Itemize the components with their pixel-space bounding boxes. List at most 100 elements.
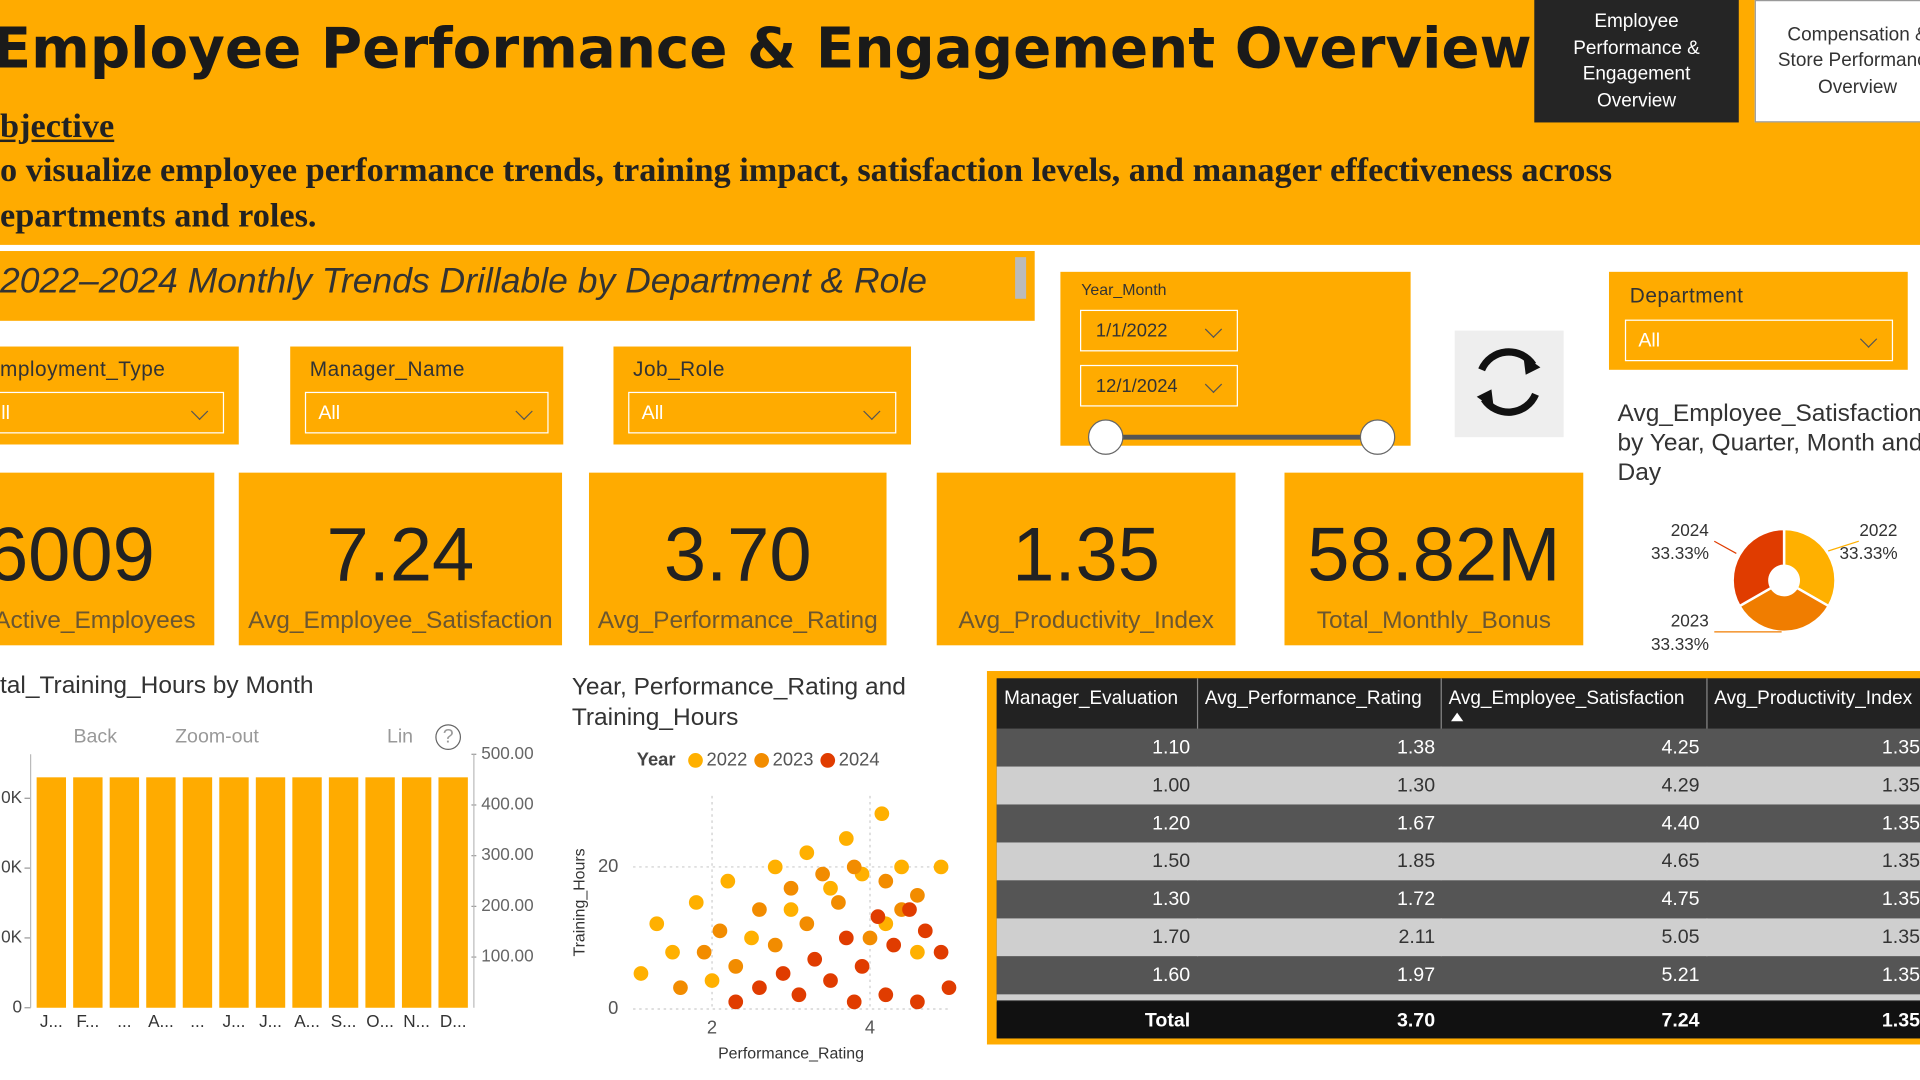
- date-input[interactable]: 12/1/2024: [1080, 364, 1238, 407]
- legend-swatch: [820, 753, 836, 768]
- scatter-point: [783, 902, 799, 917]
- total-cell: 3.70: [1397, 1009, 1435, 1031]
- bar: [401, 777, 432, 1008]
- help-icon: [435, 724, 462, 751]
- refresh-button[interactable]: [1454, 330, 1564, 438]
- x-tick-label: F...: [76, 1011, 99, 1031]
- table-cell: 5.21: [1661, 964, 1699, 986]
- x-tick-label: 4: [865, 1016, 875, 1037]
- donut-slice: [1731, 527, 1786, 608]
- y-tick-label: 0K: [1, 787, 23, 807]
- objective-line: epartments and roles.: [0, 197, 317, 236]
- kpi-card: 3.70 Avg_Performance_Rating: [588, 472, 887, 646]
- table-cell: 1.35: [1882, 774, 1920, 796]
- bar: [365, 777, 395, 1008]
- table-row: [996, 956, 1920, 995]
- scatter-point: [752, 980, 767, 996]
- chart-title: Avg_Employee_Satisfaction by Year, Quart…: [1617, 400, 1920, 487]
- table-cell: 1.35: [1882, 926, 1920, 948]
- filter-label: mployment_Type: [0, 357, 166, 381]
- kpi-card: 7.24 Avg_Employee_Satisfaction: [238, 472, 563, 646]
- column-header: Avg_Performance_Rating: [1205, 688, 1422, 709]
- table-cell: 1.30: [1397, 774, 1435, 796]
- donut-value-label: 33.33%: [1651, 543, 1709, 563]
- slider-handle[interactable]: [1359, 419, 1396, 455]
- kpi-value: 58.82M: [1307, 513, 1561, 598]
- y2-tick-label: 300.00: [481, 844, 533, 864]
- y-tick-label: 0K: [1, 926, 23, 946]
- nav-button[interactable]: Compensation & Store Performance Overvie…: [1754, 0, 1920, 123]
- y-tick-label: 20: [598, 855, 618, 876]
- toolbar-item: Back: [73, 725, 117, 747]
- x-tick-label: J...: [223, 1011, 246, 1031]
- chart-title: tal_Training_Hours by Month: [0, 672, 314, 700]
- donut-slice: [1782, 527, 1837, 608]
- scatter-point: [673, 980, 688, 996]
- legend-title: Year: [637, 748, 676, 769]
- bar: [73, 777, 103, 1008]
- nav-button[interactable]: Employee Performance & Engagement Overvi…: [1534, 0, 1739, 123]
- scatter-point: [767, 859, 783, 875]
- scatter-point: [767, 937, 783, 953]
- scatter-point: [799, 916, 815, 932]
- donut-label: 2022: [1859, 520, 1897, 540]
- table-cell: 4.75: [1661, 888, 1699, 910]
- scatter-point: [649, 916, 665, 932]
- x-tick-label: D...: [440, 1011, 467, 1031]
- scatter-point: [720, 873, 736, 889]
- bar: [146, 777, 176, 1008]
- y2-tick-label: 400.00: [481, 794, 533, 814]
- kpi-card: 6009 Active_Employees: [0, 472, 215, 646]
- date-input[interactable]: 1/1/2022: [1080, 309, 1238, 352]
- table-cell: 1.50: [1152, 850, 1190, 872]
- scatter-point: [665, 944, 680, 960]
- y2-tick-label: 500.00: [481, 743, 533, 763]
- dropdown[interactable]: All: [304, 391, 549, 434]
- kpi-value: 3.70: [663, 513, 812, 598]
- kpi-card: 58.82M Total_Monthly_Bonus: [1284, 472, 1584, 646]
- bar: [255, 777, 286, 1008]
- objective-label: bjective: [0, 107, 115, 146]
- table-cell: 1.67: [1397, 812, 1435, 834]
- table-cell: 1.60: [1152, 964, 1190, 986]
- x-tick-label: ...: [117, 1011, 131, 1031]
- bar: [328, 777, 359, 1008]
- x-tick-label: J...: [259, 1011, 282, 1031]
- scatter-point: [910, 944, 925, 960]
- scatter-point: [933, 859, 949, 875]
- scatter-point: [886, 937, 902, 953]
- kpi-value: 7.24: [326, 513, 475, 598]
- scatter-point: [704, 973, 720, 988]
- y2-tick-label: 200.00: [481, 895, 533, 915]
- scatter-point: [838, 930, 854, 946]
- scatter-point: [633, 966, 649, 981]
- scatter-point: [910, 994, 925, 1010]
- slider-handle[interactable]: [1087, 419, 1124, 455]
- scatter-point: [878, 873, 894, 889]
- scatter-point: [894, 859, 909, 875]
- table-spacer: [996, 994, 1920, 1001]
- bar: [292, 777, 322, 1008]
- filter-label: Year_Month: [1081, 280, 1167, 299]
- filter-label: Department: [1629, 284, 1744, 308]
- dropdown[interactable]: All: [1624, 319, 1894, 362]
- scatter-point: [791, 987, 807, 1003]
- table-cell: 1.70: [1152, 926, 1190, 948]
- x-tick-label: A...: [294, 1011, 320, 1031]
- table-row: [996, 842, 1920, 881]
- date-slicer: [1060, 271, 1411, 446]
- scatter-point: [854, 959, 870, 974]
- scatter-point: [815, 866, 830, 882]
- column-header: Avg_Employee_Satisfaction: [1449, 688, 1685, 709]
- scatter-point: [846, 994, 862, 1010]
- x-axis-title: Performance_Rating: [718, 1045, 864, 1062]
- dropdown[interactable]: All: [628, 391, 897, 434]
- subtitle-box: [0, 251, 1035, 321]
- kpi-label: Avg_Productivity_Index: [958, 607, 1214, 635]
- donut-label: 2024: [1671, 520, 1710, 540]
- dropdown[interactable]: ll: [0, 391, 225, 434]
- scatter-point: [933, 944, 949, 960]
- table-cell: 1.00: [1152, 774, 1190, 796]
